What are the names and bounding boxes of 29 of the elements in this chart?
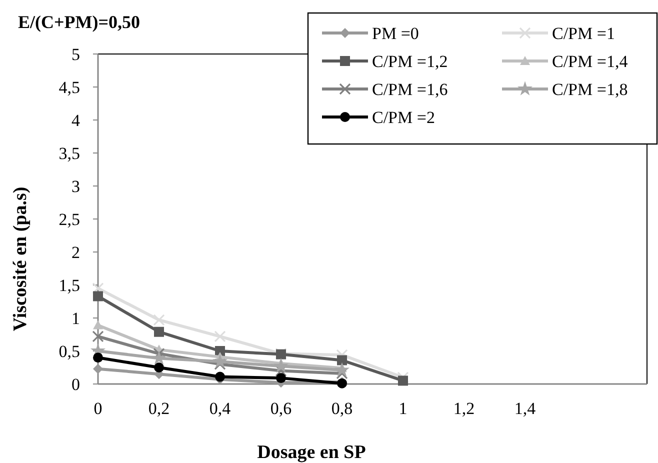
x-tick-label: 0,2 [148,399,170,418]
legend-label: C/PM =2 [372,108,435,127]
legend-label: C/PM =1,2 [372,52,448,71]
y-tick-label: 3,5 [58,144,80,163]
legend-label: C/PM =1 [552,24,615,43]
y-tick-label: 2,5 [58,210,80,229]
y-tick-label: 4 [72,110,80,130]
x-tick-label: 1 [398,399,408,418]
y-tick-label: 1,5 [58,276,80,295]
y-tick-label: 5 [72,44,80,64]
y-tick-label: 0 [72,374,80,394]
y-tick-label: 0,5 [58,342,80,361]
legend-label: C/PM =1,6 [372,80,448,99]
legend-label: PM =0 [372,24,419,43]
x-tick-label: 0,6 [270,399,292,418]
legend-label: C/PM =1,4 [552,52,628,71]
y-tick-label: 4,5 [58,78,80,97]
x-tick-label: 1,2 [453,399,475,418]
y-axis-title: Viscosité en (pa.s) [10,186,31,332]
x-tick-label: 0,4 [209,399,232,418]
legend-label: C/PM =1,8 [552,80,628,99]
y-tick-label: 1 [72,308,80,328]
x-tick-label: 0,8 [331,399,353,418]
x-axis-title: Dosage en SP [257,442,366,463]
y-tick-label: 2 [72,242,80,262]
x-tick-label: 1,4 [514,399,536,418]
x-tick-label: 0 [94,399,102,418]
chart-title: E/(C+PM)=0,50 [18,12,140,32]
y-tick-label: 3 [72,176,80,196]
